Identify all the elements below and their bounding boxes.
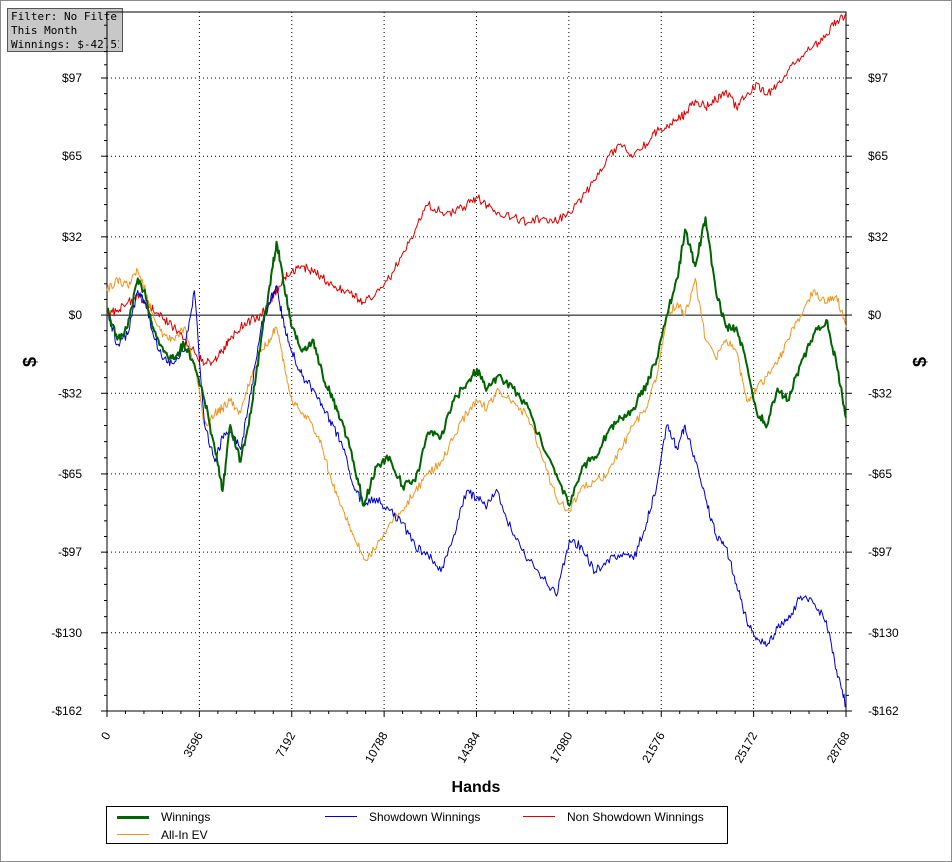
y-axis-title-right: $ [910, 357, 930, 367]
y-axis-title-left: $ [20, 357, 40, 367]
chart-legend: Winnings Showdown Winnings Non Showdown … [106, 806, 728, 844]
series-line-showdown-winnings [106, 285, 847, 708]
x-axis-title: Hands [452, 779, 501, 796]
y-tick-label: -$130 [51, 626, 82, 640]
x-tick-label: 7192 [273, 729, 299, 759]
legend-label-winnings: Winnings [161, 810, 211, 824]
x-tick-label: 10788 [362, 729, 391, 765]
y-tick-label: $32 [62, 230, 82, 244]
x-tick-labels: 0 3596 7192 10788 14384 17980 21576 25172 28768 [98, 729, 853, 765]
series-line-winnings [106, 216, 847, 507]
period-label: This Month [11, 24, 78, 37]
filter-info-box: Filter: No Filter This Month Winnings: $… [7, 8, 123, 52]
y-tick-label: -$65 [58, 467, 82, 481]
x-tick-label: 3596 [180, 729, 206, 759]
legend-swatch-allin-ev [117, 834, 149, 835]
legend-label-showdown: Showdown Winnings [369, 810, 481, 824]
legend-swatch-non-showdown [523, 816, 555, 817]
series-lines [106, 14, 847, 708]
y-tick-label: -$97 [868, 545, 892, 559]
y-tick-label: -$97 [58, 545, 82, 559]
y-tick-label: -$65 [868, 467, 892, 481]
x-tick-label: 28768 [824, 729, 853, 765]
winnings-chart: -$162-$130-$97-$65-$32$0$32$65$97 -$162-… [20, 11, 930, 796]
y-tick-label: -$162 [51, 704, 82, 718]
y-tick-label: $0 [868, 308, 882, 322]
series-line-non-showdown-winnings [106, 14, 847, 366]
y-tick-label: -$32 [58, 386, 82, 400]
y-tick-labels-left: -$162 -$130 -$97 -$65 -$32 $0 $32 $65 $97 [51, 71, 82, 718]
winnings-label: Winnings: $-42.51 [11, 38, 119, 51]
y-tick-label: $32 [868, 230, 888, 244]
x-tick-label: 21576 [639, 729, 668, 765]
legend-swatch-winnings [117, 816, 149, 819]
legend-swatch-showdown [325, 816, 357, 817]
y-tick-label: $65 [868, 149, 888, 163]
series-line-all-in-ev [106, 267, 847, 561]
legend-label-allin-ev: All-In EV [161, 828, 208, 842]
y-tick-label: $97 [62, 71, 82, 85]
x-tick-label: 25172 [731, 729, 760, 765]
tick-marks [101, 24, 852, 717]
y-tick-label: $0 [69, 308, 83, 322]
filter-label: Filter: No Filter [11, 10, 119, 23]
y-tick-label: -$130 [868, 626, 899, 640]
y-tick-label: -$32 [868, 386, 892, 400]
y-tick-labels-right: -$162 -$130 -$97 -$65 -$32 $0 $32 $65 $97 [868, 71, 899, 718]
legend-label-non-showdown: Non Showdown Winnings [567, 810, 704, 824]
grid-lines [107, 12, 846, 711]
x-tick-label: 17980 [547, 729, 576, 765]
x-tick-label: 14384 [454, 729, 483, 765]
y-tick-label: $97 [868, 71, 888, 85]
y-tick-label: $65 [62, 149, 82, 163]
y-tick-label: -$162 [868, 704, 899, 718]
x-tick-label: 0 [98, 729, 114, 742]
